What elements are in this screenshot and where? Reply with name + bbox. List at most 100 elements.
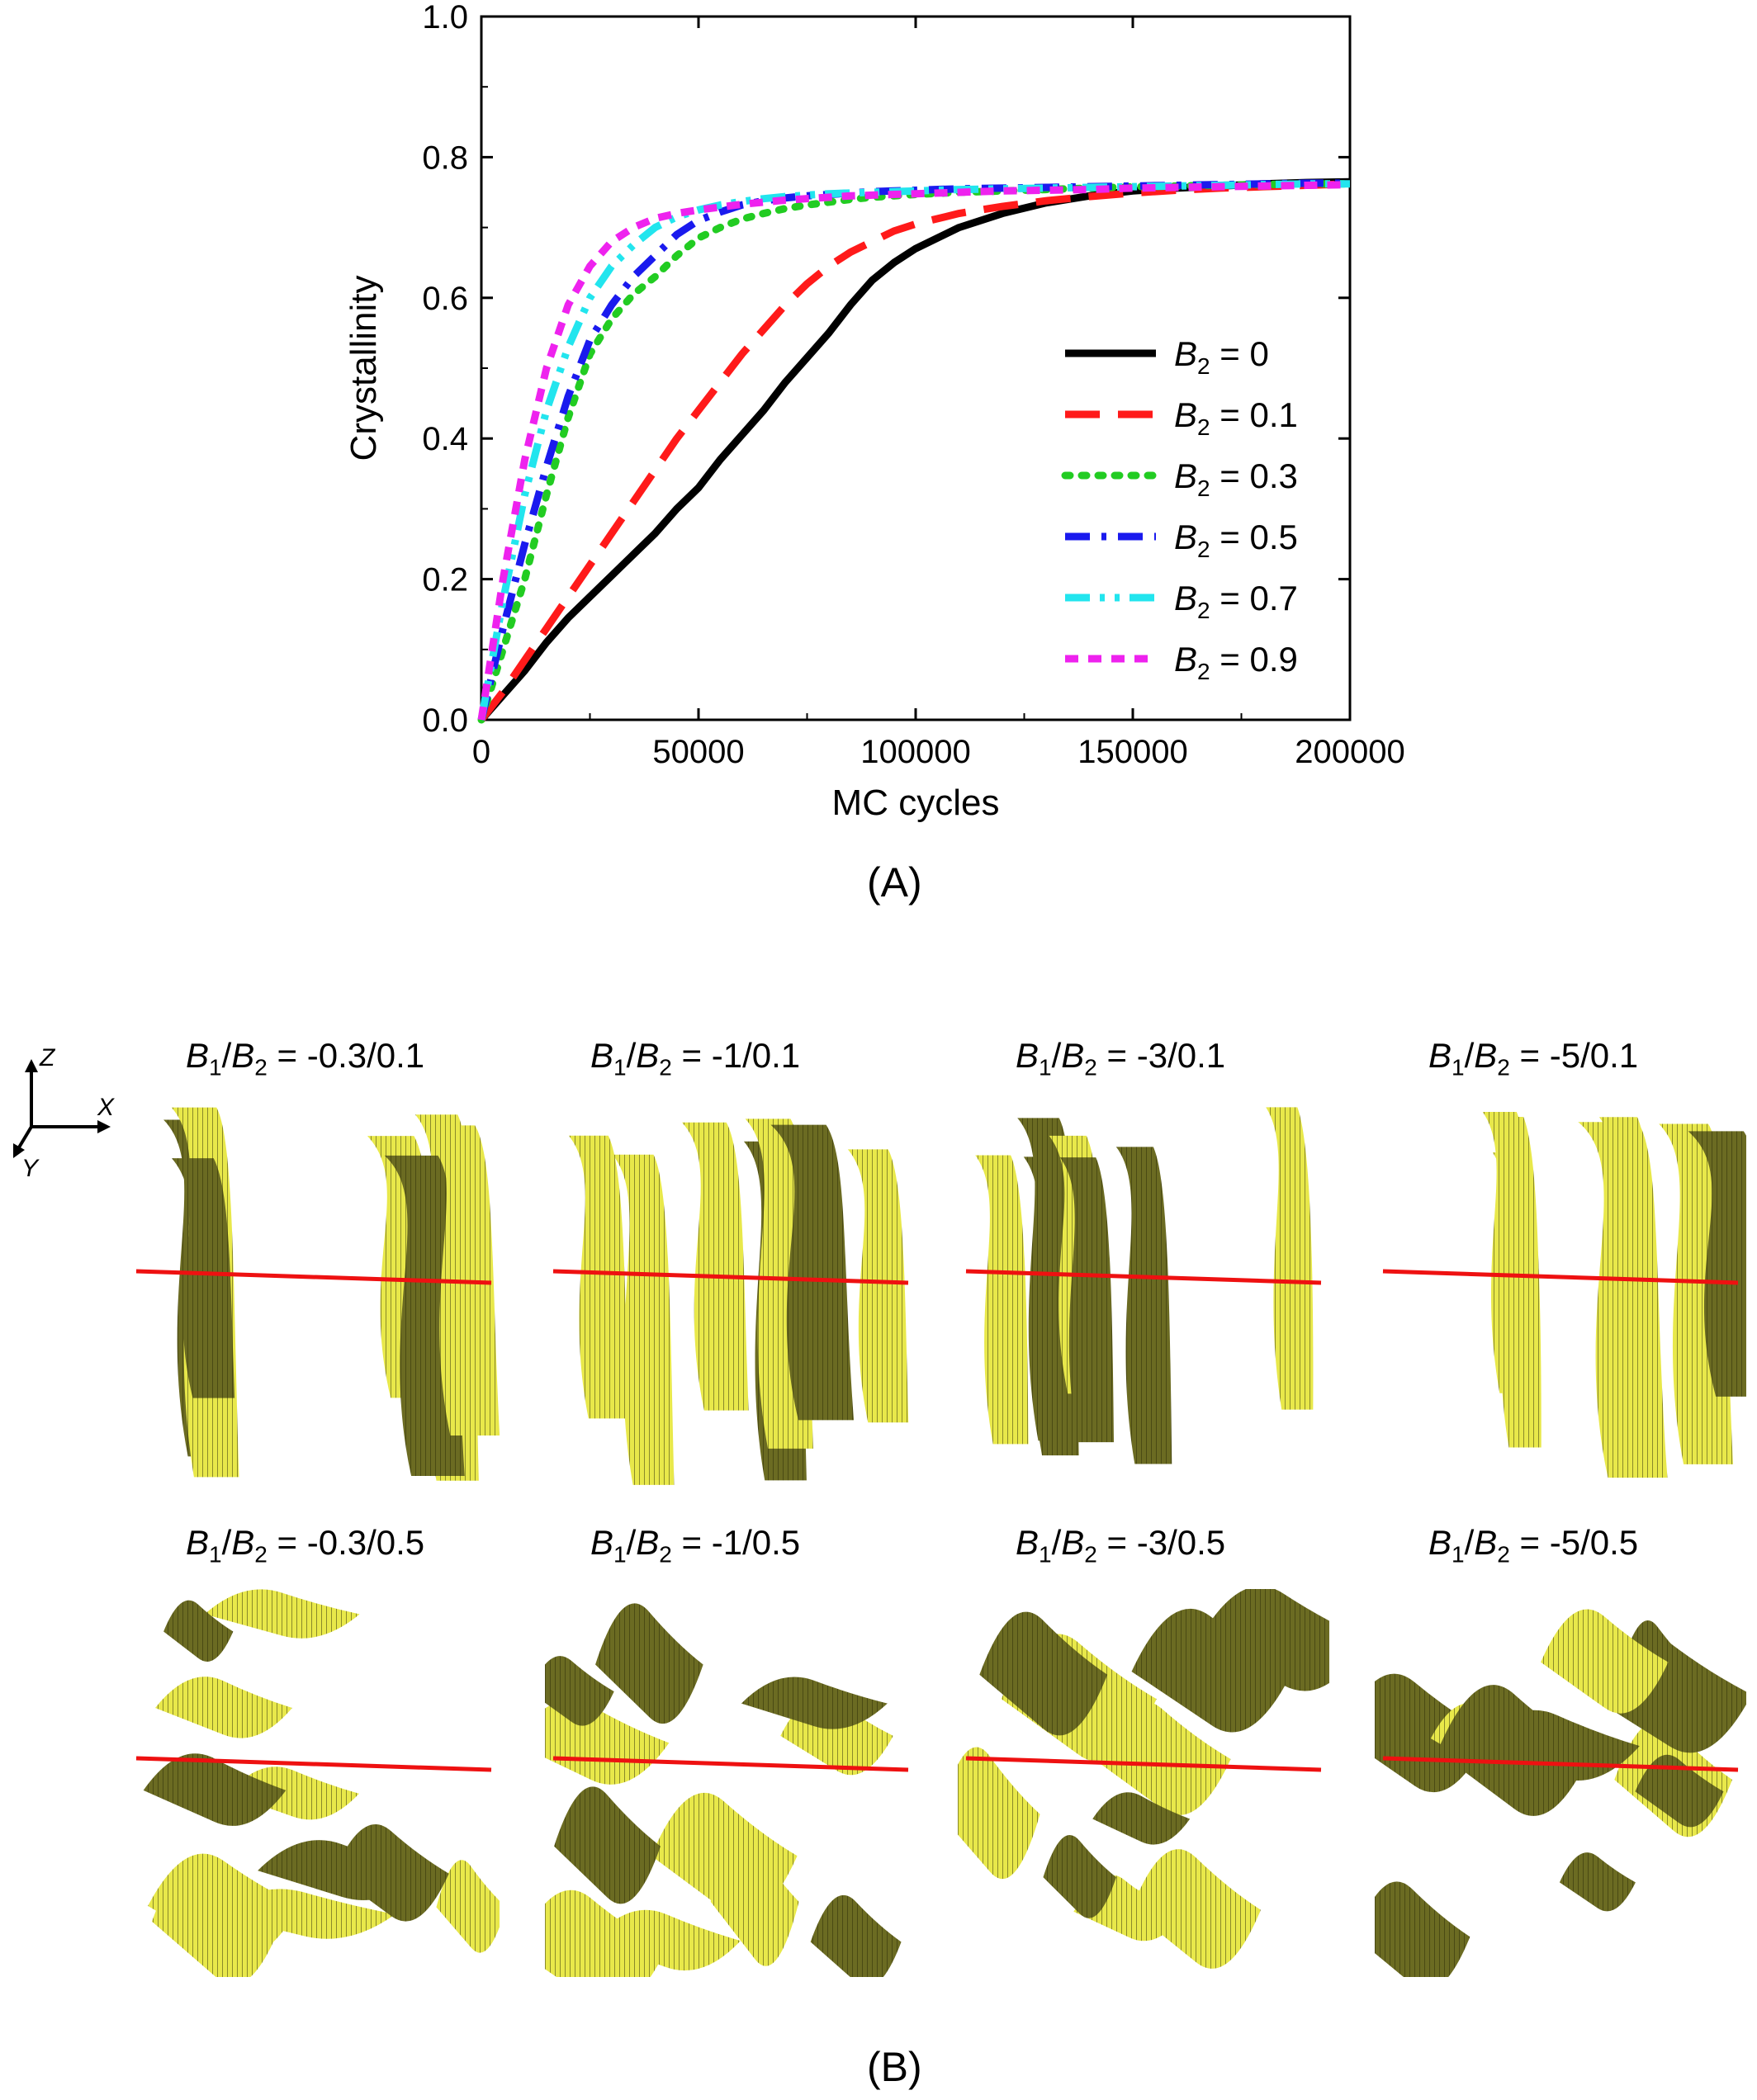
crystal-domain [228,1767,359,1820]
crystal-domain [1093,1700,1231,1815]
crystal-domain [1541,1609,1669,1714]
isosurface-snapshot [1375,1609,1746,1977]
z-arrowhead-icon [25,1059,38,1072]
series-line-1 [478,180,1351,722]
series-line-4 [477,180,1350,721]
snapshot-label-value: = -1/0.1 [671,1036,801,1075]
snapshot-label-value: = -5/0.5 [1509,1523,1639,1562]
snapshot-label: B1/B2 = -1/0.5 [590,1523,801,1568]
crystal-domain [741,1677,888,1729]
crystal-domain [1131,1849,1261,1969]
interface-line [135,1756,492,1772]
x-tick-label: 0 [472,734,490,770]
crystal-domain [1131,1608,1293,1733]
snapshot-label: B1/B2 = -5/0.1 [1428,1036,1639,1081]
x-tick-label: 200000 [1295,734,1404,770]
crystal-domain [554,1786,661,1904]
plot-area: 0 50000 100000 150000 200000 0.0 0.2 0.4 0.6 0.8 1… [343,0,1405,823]
z-axis-label: Z [39,1044,56,1071]
snapshot-label: B1/B2 = -1/0.1 [590,1036,801,1081]
y-tick-label: 0.2 [422,562,468,598]
crystal-domain [975,1155,1029,1445]
crystal-domain [214,1889,395,1939]
x-tick-label: 100000 [860,734,970,770]
snapshot-label: B1/B2 = -5/0.5 [1428,1523,1639,1568]
y-tick-label: 1.0 [422,0,468,35]
interface-line [965,1756,1322,1772]
crystal-domain [1598,1117,1657,1433]
crystal-domain [1635,1754,1724,1828]
crystal-domain [1688,1131,1746,1397]
crystal-domain [651,1792,798,1918]
y-tick-label: 0.6 [422,281,468,317]
crystal-domain [1375,1881,1470,1977]
series-line-0 [478,177,1351,722]
isosurface-snapshot [1382,1111,1746,1478]
crystal-domain [591,1909,741,1971]
x-axis-title: MC cycles [832,783,1000,823]
isosurface-snapshot [545,1603,909,1977]
legend-label-3: B2 = 0.5 [1174,518,1298,562]
isosurface-snapshot [552,1119,909,1485]
crystal-domain [148,1853,301,1957]
crystal-domain [1266,1107,1314,1410]
snapshot-label: B1/B2 = -0.3/0.5 [186,1523,425,1568]
interface-line [1382,1756,1739,1772]
y-arrowhead-icon [13,1143,25,1158]
isosurface-snapshot [958,1589,1329,1969]
interface-line [552,1269,909,1285]
crystal-domain [204,1589,360,1639]
snapshot-label-value: = -3/0.1 [1096,1036,1226,1075]
panel-label-b: (B) [867,2044,922,2090]
snapshot-label: B1/B2 = -3/0.5 [1016,1523,1226,1568]
panel-label-a: (A) [867,859,922,906]
crystal-domain [1059,1157,1115,1443]
crystal-domain [979,1611,1108,1736]
series-line-5 [477,181,1351,721]
legend-label-2: B2 = 0.3 [1174,456,1298,501]
legend-label-0: B2 = 0 [1174,334,1269,379]
snapshot-label: B1/B2 = -3/0.1 [1016,1036,1226,1081]
legend-label-4: B2 = 0.7 [1174,579,1298,623]
crystal-domain [436,1860,500,1953]
y-tick-label: 0.4 [422,421,468,457]
crystal-domain [958,1747,1040,1880]
crystal-domain [333,1823,449,1922]
crystal-domain [568,1135,628,1419]
crystal-domain [1474,1710,1640,1781]
crystal-domain [143,1753,287,1826]
y-tick-label: 0.8 [422,140,468,176]
crystal-domain [1489,1116,1541,1402]
crystal-domain [1092,1792,1191,1845]
x-axis-label: X [97,1094,115,1121]
crystal-domain [1559,1852,1636,1912]
y-tick-label: 0.0 [422,702,468,739]
crystal-domain [682,1122,749,1411]
legend-label-5: B2 = 0.9 [1174,640,1298,684]
snapshot-label: B1/B2 = -0.3/0.1 [186,1036,425,1081]
interface-line [135,1269,492,1285]
snapshot-label-value: = -0.3/0.1 [267,1036,425,1075]
snapshot-label-value: = -1/0.5 [671,1523,801,1562]
x-arrowhead-icon [97,1120,111,1133]
interface-line [1382,1269,1739,1285]
crystal-domain [810,1894,902,1977]
snapshot-label-value: = -3/0.5 [1096,1523,1226,1562]
crystallinity-chart: 0 50000 100000 150000 200000 0.0 0.2 0.4 0.6 0.8 1… [343,0,1405,823]
crystal-domain [612,1154,675,1485]
snapshot-label-value: = -0.3/0.5 [267,1523,425,1562]
crystal-domain [1043,1834,1116,1918]
crystal-domain [595,1603,703,1724]
crystal-domain [1115,1147,1172,1464]
isosurface-snapshot [135,1589,500,1977]
crystal-domain [154,1677,292,1738]
y-axis-title: Crystallinity [343,276,384,461]
x-tick-label: 150000 [1077,734,1187,770]
interface-line [552,1756,909,1772]
crystal-domain [1199,1589,1329,1691]
y-axis-label: Y [21,1155,40,1182]
crystal-domain [770,1124,855,1421]
x-tick-label: 50000 [652,734,744,770]
snapshot-label-value: = -5/0.1 [1509,1036,1639,1075]
crystal-domain [545,1656,614,1726]
